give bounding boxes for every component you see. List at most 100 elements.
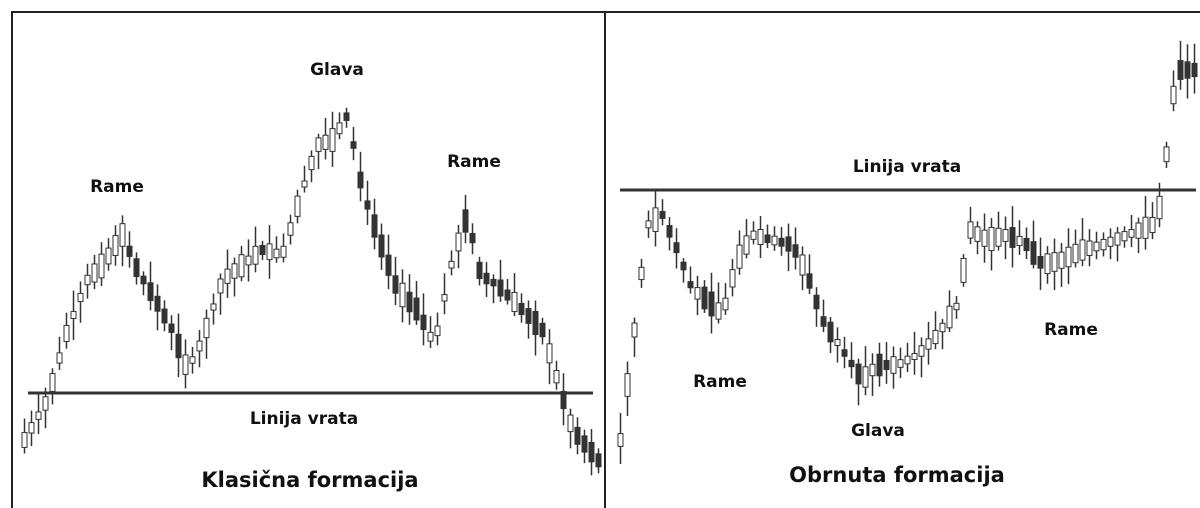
shoulder-label: Rame [1044, 320, 1098, 340]
candle-body [462, 209, 469, 233]
candle-body [336, 122, 343, 135]
candle-body [595, 453, 602, 468]
candle-body [750, 230, 757, 240]
candle-body [224, 268, 231, 284]
candle-body [77, 292, 84, 303]
candle-body [154, 295, 161, 312]
candle-body [1072, 243, 1079, 264]
candle-body [392, 275, 399, 294]
candle-body [1142, 216, 1149, 239]
candle-body [231, 263, 238, 279]
candle-body [617, 433, 624, 447]
candle-body [525, 308, 532, 324]
candle-body [21, 432, 28, 448]
candle-body [1086, 240, 1093, 256]
candle-body [666, 225, 673, 238]
candle-body [273, 248, 280, 259]
candle-body [343, 112, 350, 121]
candle-body [469, 232, 476, 244]
candle-body [1065, 246, 1072, 268]
shoulder-label: Rame [90, 177, 144, 197]
candle-body [1163, 146, 1170, 163]
candle-body [35, 411, 42, 420]
candle-body [441, 294, 448, 302]
candle-body [546, 343, 553, 364]
candle-body [476, 261, 483, 280]
candle-body [771, 235, 778, 246]
candle-body [42, 396, 49, 411]
candle-body [806, 273, 813, 289]
candle-body [855, 363, 862, 385]
candle-body [1184, 61, 1191, 79]
candle-body [252, 245, 259, 265]
candle-body [862, 366, 869, 388]
candle-body [953, 302, 960, 311]
candle-body [1051, 252, 1058, 272]
candle-body [84, 274, 91, 286]
candle-body [715, 302, 722, 320]
candle-body [988, 226, 995, 252]
candle-body [1023, 237, 1030, 252]
candle-body [364, 200, 371, 210]
candle-body [553, 369, 560, 384]
candle-body [680, 261, 687, 271]
candle-body [448, 260, 455, 269]
candle-body [1058, 251, 1065, 269]
candle-body [813, 294, 820, 310]
candle-body [455, 232, 462, 252]
candle-body [105, 247, 112, 265]
candle-body [645, 220, 652, 229]
candle-body [1121, 231, 1128, 242]
candle-body [708, 291, 715, 317]
candle-body [729, 269, 736, 288]
candle-body [764, 234, 771, 244]
candle-body [182, 354, 189, 375]
candle-body [834, 338, 841, 347]
candle-body [757, 229, 764, 245]
candle-body [869, 363, 876, 377]
candle-body [490, 278, 497, 287]
candle-body [967, 221, 974, 239]
candle-body [974, 226, 981, 242]
candle-body [189, 356, 196, 364]
candle-body [1114, 232, 1121, 246]
candle-body [91, 263, 98, 283]
candle-body [588, 441, 595, 463]
candle-body [638, 266, 645, 281]
candle-body [876, 353, 883, 377]
candle-body [406, 291, 413, 313]
candle-body [1093, 241, 1100, 252]
candle-body [743, 235, 750, 255]
candle-body [981, 229, 988, 247]
candle-body [1079, 239, 1086, 261]
candle-body [483, 272, 490, 285]
candle-body [203, 317, 210, 339]
candle-body [329, 128, 336, 152]
candle-body [1002, 229, 1009, 242]
shoulder-label: Rame [447, 152, 501, 172]
candle-body [1037, 256, 1044, 269]
candle-body [792, 244, 799, 258]
candle-body [995, 227, 1002, 247]
candle-body [624, 373, 631, 397]
candle-body [918, 345, 925, 357]
candle-body [883, 359, 890, 371]
candle-body [904, 355, 911, 365]
candle-body [357, 171, 364, 189]
candle-body [673, 242, 680, 254]
candle-body [133, 258, 140, 278]
candle-body [1156, 195, 1163, 220]
candle-body [532, 310, 539, 336]
frame [11, 11, 1200, 508]
candle-body [701, 286, 708, 310]
candle-body [28, 422, 35, 434]
candle-body [890, 356, 897, 374]
candle-body [140, 275, 147, 285]
candle-body [413, 297, 420, 321]
candle-body [1009, 227, 1016, 248]
panel-title: Obrnuta formacija [789, 463, 1005, 487]
candle-body [210, 303, 217, 311]
head-label: Glava [851, 421, 905, 441]
candle-body [1044, 253, 1051, 275]
candle-body [897, 359, 904, 368]
